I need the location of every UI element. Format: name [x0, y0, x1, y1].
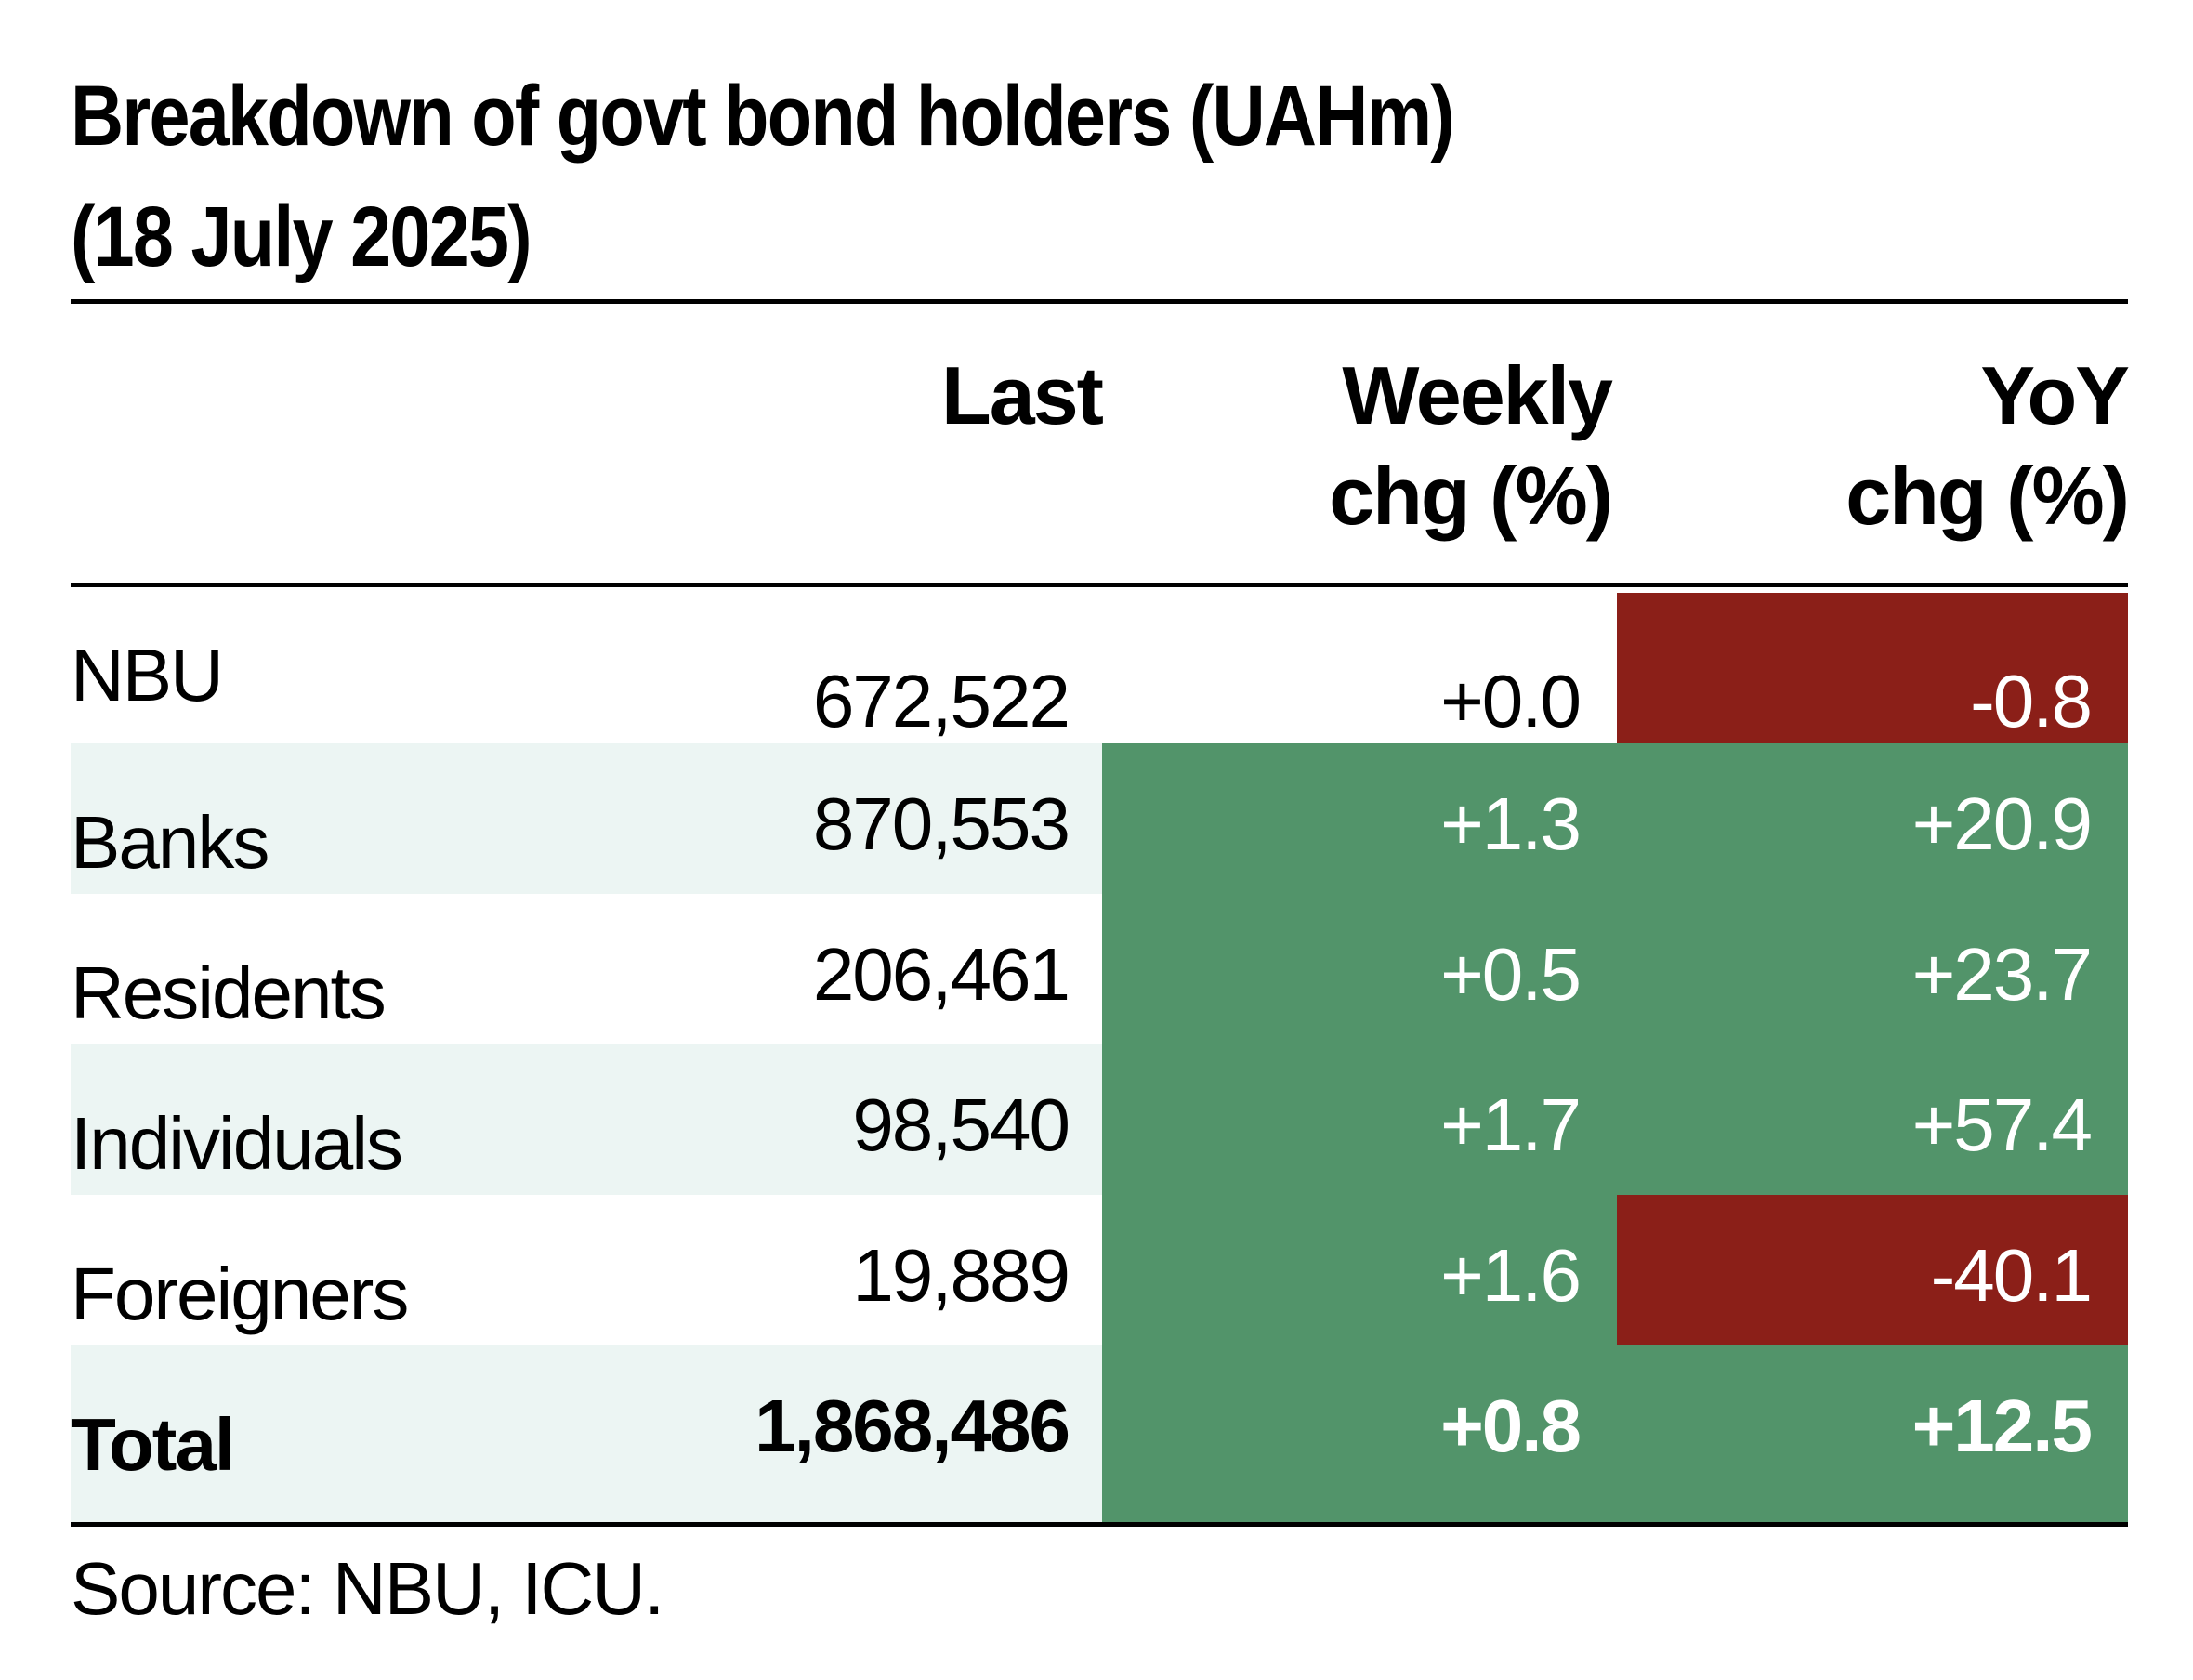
header-rule [71, 583, 2128, 587]
row-yoy-cell: +12.5 [1617, 1345, 2128, 1522]
header-yoy: YoY chg (%) [1845, 346, 2130, 546]
row-label-cell: Total 1,868,486 [71, 1345, 1102, 1522]
title-line-2: (18 July 2025) [71, 190, 532, 284]
row-weekly-cell: +0.8 [1102, 1345, 1617, 1522]
bottom-rule [71, 1522, 2128, 1527]
header-weekly: Weekly chg (%) [1329, 346, 1613, 546]
row-yoy-value: +57.4 [1911, 1083, 2093, 1166]
top-rule [71, 299, 2128, 304]
row-weekly-value: +1.7 [1440, 1083, 1582, 1166]
row-label: NBU [71, 634, 224, 716]
row-label: Banks [71, 801, 269, 884]
row-label: Total [71, 1403, 235, 1486]
row-last-value: 672,522 [812, 660, 1070, 742]
row-label: Individuals [71, 1102, 403, 1185]
row-weekly-value: +1.6 [1440, 1234, 1582, 1317]
header-weekly-line-1: Weekly [1342, 349, 1613, 441]
row-last-value: 98,540 [852, 1083, 1070, 1166]
row-weekly-cell: +1.3 [1102, 743, 1617, 894]
row-yoy-cell: +57.4 [1617, 1044, 2128, 1195]
row-yoy-value: +20.9 [1911, 782, 2093, 865]
table-row: Individuals 98,540 +1.7 +57.4 [71, 1044, 2128, 1195]
row-yoy-cell: +23.7 [1617, 894, 2128, 1044]
row-yoy-cell: -0.8 [1617, 593, 2128, 743]
row-label: Foreigners [71, 1253, 409, 1335]
header-weekly-line-2: chg (%) [1329, 450, 1613, 542]
table-row: Foreigners 19,889 +1.6 -40.1 [71, 1195, 2128, 1345]
row-label-cell: Individuals 98,540 [71, 1044, 1102, 1195]
row-yoy-value: -0.8 [1970, 660, 2093, 742]
row-last-value: 19,889 [852, 1234, 1070, 1317]
row-yoy-value: +23.7 [1911, 933, 2093, 1016]
header-last: Last [941, 349, 1104, 441]
row-label-cell: Banks 870,553 [71, 743, 1102, 894]
table-row: Residents 206,461 +0.5 +23.7 [71, 894, 2128, 1044]
table-row-total: Total 1,868,486 +0.8 +12.5 [71, 1345, 2128, 1522]
row-last-value: 1,868,486 [755, 1385, 1070, 1467]
row-yoy-cell: +20.9 [1617, 743, 2128, 894]
table-title: Breakdown of govt bond holders (UAHm) (1… [71, 56, 1845, 297]
row-yoy-value: -40.1 [1930, 1234, 2093, 1317]
row-weekly-value: +0.5 [1440, 933, 1582, 1016]
row-weekly-cell: +0.0 [1102, 593, 1617, 743]
row-label-cell: NBU 672,522 [71, 593, 1102, 743]
row-last-value: 206,461 [812, 933, 1070, 1016]
row-weekly-value: +0.8 [1440, 1385, 1582, 1467]
title-line-1: Breakdown of govt bond holders (UAHm) [71, 69, 1455, 164]
row-yoy-cell: -40.1 [1617, 1195, 2128, 1345]
row-label-cell: Foreigners 19,889 [71, 1195, 1102, 1345]
source-note: Source: NBU, ICU. [71, 1547, 664, 1630]
row-weekly-cell: +0.5 [1102, 894, 1617, 1044]
row-last-value: 870,553 [812, 782, 1070, 865]
table-row: NBU 672,522 +0.0 -0.8 [71, 593, 2128, 743]
row-yoy-value: +12.5 [1911, 1385, 2093, 1467]
row-weekly-cell: +1.7 [1102, 1044, 1617, 1195]
row-label-cell: Residents 206,461 [71, 894, 1102, 1044]
header-yoy-line-2: chg (%) [1845, 450, 2130, 542]
row-weekly-cell: +1.6 [1102, 1195, 1617, 1345]
row-weekly-value: +1.3 [1440, 782, 1582, 865]
row-weekly-value: +0.0 [1440, 660, 1582, 742]
table-row: Banks 870,553 +1.3 +20.9 [71, 743, 2128, 894]
header-yoy-line-1: YoY [1980, 349, 2130, 441]
row-label: Residents [71, 952, 387, 1034]
